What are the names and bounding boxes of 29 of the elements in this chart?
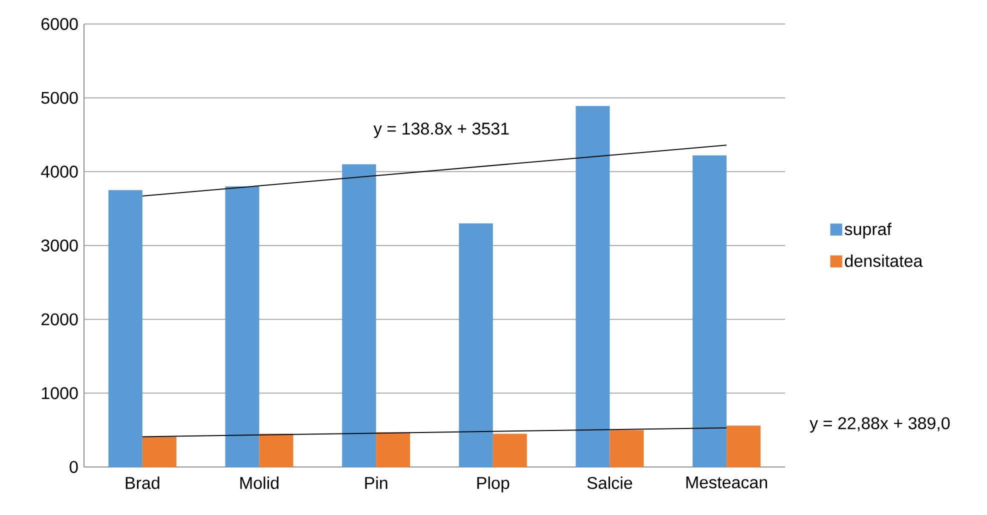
- annotation: y = 138.8x + 3531: [374, 122, 509, 138]
- bar: [342, 164, 376, 467]
- bar: [259, 434, 294, 467]
- x-tick-label: Mesteacan: [686, 476, 768, 488]
- bar: [492, 434, 527, 467]
- legend-label: supraf: [844, 222, 892, 239]
- x-tick-label: Molid: [240, 476, 278, 490]
- y-tick-label: 5000: [41, 92, 78, 104]
- y-tick-label: 4000: [41, 166, 78, 178]
- bar: [225, 186, 260, 467]
- bar: [108, 190, 142, 467]
- bar: [610, 430, 644, 467]
- text: y = 22,88x + 389,0: [810, 417, 950, 433]
- bar: [576, 106, 610, 467]
- legend-label: densitatea: [844, 254, 923, 267]
- y-tick-label: 2000: [42, 313, 78, 326]
- x-tick-label: Plop: [477, 476, 510, 492]
- bar: [726, 426, 761, 467]
- x-tick-label: Pin: [365, 476, 388, 489]
- y-tick-label: 0: [70, 460, 78, 474]
- bar: [458, 223, 493, 467]
- bar: [692, 155, 727, 467]
- y-tick-label: 6000: [42, 18, 78, 30]
- y-tick-label: 1000: [42, 387, 78, 400]
- bar: [376, 432, 410, 467]
- bar: [142, 436, 176, 467]
- y-tick-label: 3000: [41, 239, 78, 252]
- x-tick-label: Salcie: [587, 476, 632, 490]
- x-tick-label: Brad: [126, 476, 160, 490]
